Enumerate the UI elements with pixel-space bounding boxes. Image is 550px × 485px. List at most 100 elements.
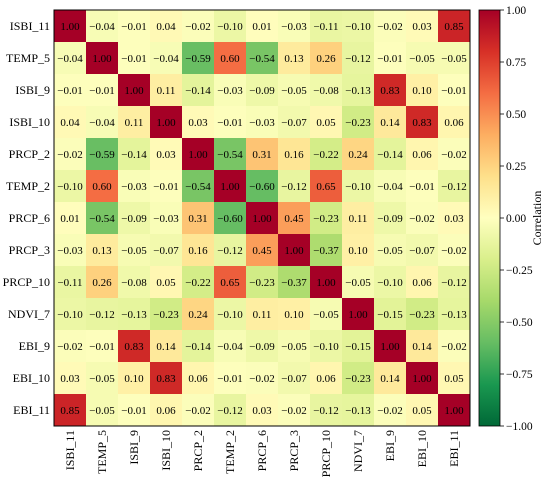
cell-prcp-10-isbi-10: [150, 266, 183, 299]
colorbar-tick-label: 1.00: [506, 5, 526, 17]
cell-prcp-2-isbi-11: [54, 138, 87, 171]
cell-prcp-10-isbi-11: [54, 266, 87, 299]
cell-prcp-3-ebi-11: [438, 234, 471, 267]
cell-isbi-9-ebi-10: [406, 74, 439, 107]
cell-label-isbi-9-prcp-2: −0.14: [185, 85, 211, 97]
cell-ebi-10-ebi-9: [374, 362, 407, 395]
cell-ebi-10-ndvi-7: [342, 362, 375, 395]
cell-isbi-9-prcp-3: [278, 74, 311, 107]
cell-ndvi-7-ebi-11: [438, 298, 471, 331]
cell-ebi-9-prcp-6: [246, 330, 279, 363]
row-label-ebi-11: EBI_11: [13, 403, 50, 417]
cell-label-ebi-11-ebi-11: 1.00: [444, 405, 464, 417]
cell-label-ebi-10-prcp-2: 0.06: [188, 373, 208, 385]
cell-ebi-11-prcp-10: [310, 394, 343, 427]
cell-label-ebi-11-ebi-9: −0.02: [377, 405, 402, 417]
cell-prcp-6-ebi-10: [406, 202, 439, 235]
column-label-prcp-10: PRCP_10: [319, 430, 333, 477]
cell-label-prcp-3-isbi-9: −0.05: [121, 245, 147, 257]
cell-isbi-10-prcp-6: [246, 106, 279, 139]
cell-temp-2-ebi-10: [406, 170, 439, 203]
cell-label-prcp-10-prcp-3: −0.37: [281, 277, 307, 289]
cell-label-prcp-10-prcp-6: −0.23: [249, 277, 275, 289]
cell-label-temp-5-temp-5: 1.00: [92, 53, 112, 65]
cell-label-prcp-10-ebi-11: −0.12: [441, 277, 466, 289]
cell-temp-2-prcp-2: [182, 170, 215, 203]
cell-label-isbi-11-ebi-9: −0.02: [377, 21, 402, 33]
cell-label-ebi-11-prcp-10: −0.12: [313, 405, 338, 417]
cell-label-isbi-10-isbi-11: 0.04: [60, 117, 80, 129]
cell-ebi-11-ebi-9: [374, 394, 407, 427]
cell-ebi-11-prcp-3: [278, 394, 311, 427]
cell-ebi-10-isbi-10: [150, 362, 183, 395]
cell-prcp-2-prcp-6: [246, 138, 279, 171]
cell-temp-2-temp-5: [86, 170, 119, 203]
cell-label-temp-2-ebi-11: −0.12: [441, 181, 466, 193]
cell-label-ebi-10-isbi-10: 0.83: [156, 373, 176, 385]
colorbar-label: Correlation: [530, 191, 544, 246]
cell-ndvi-7-prcp-3: [278, 298, 311, 331]
cell-ebi-11-prcp-6: [246, 394, 279, 427]
cell-prcp-6-isbi-9: [118, 202, 151, 235]
cell-prcp-6-prcp-10: [310, 202, 343, 235]
cell-ebi-11-isbi-11: [54, 394, 87, 427]
cell-isbi-9-ndvi-7: [342, 74, 375, 107]
cell-ebi-11-temp-2: [214, 394, 247, 427]
column-label-prcp-2: PRCP_2: [191, 430, 205, 471]
cell-label-prcp-3-ebi-10: −0.07: [409, 245, 435, 257]
cell-temp-2-prcp-6: [246, 170, 279, 203]
cell-label-isbi-11-isbi-10: 0.04: [156, 21, 176, 33]
cell-temp-5-prcp-10: [310, 42, 343, 75]
cell-label-ndvi-7-isbi-10: −0.23: [153, 309, 179, 321]
cell-isbi-9-isbi-10: [150, 74, 183, 107]
row-label-prcp-10: PRCP_10: [3, 275, 50, 289]
cell-temp-2-ndvi-7: [342, 170, 375, 203]
cell-label-prcp-6-prcp-2: 0.31: [188, 213, 207, 225]
cell-label-temp-2-isbi-9: −0.03: [121, 181, 147, 193]
cell-label-ebi-10-ndvi-7: −0.23: [345, 373, 371, 385]
column-label-isbi-11: ISBI_11: [63, 430, 77, 470]
cell-label-prcp-10-ndvi-7: −0.05: [345, 277, 371, 289]
cell-ndvi-7-isbi-11: [54, 298, 87, 331]
cell-prcp-6-ndvi-7: [342, 202, 375, 235]
colorbar-tick-label: −0.25: [506, 265, 533, 277]
cell-label-temp-5-ndvi-7: −0.12: [345, 53, 370, 65]
cell-label-isbi-9-ebi-9: 0.83: [380, 85, 400, 97]
cell-prcp-6-prcp-2: [182, 202, 215, 235]
cell-prcp-10-prcp-10: [310, 266, 343, 299]
row-label-ndvi-7: NDVI_7: [8, 307, 50, 321]
column-label-ebi-10: EBI_10: [415, 430, 429, 467]
cell-temp-2-prcp-10: [310, 170, 343, 203]
cell-prcp-10-prcp-2: [182, 266, 215, 299]
cell-label-isbi-9-temp-2: −0.03: [217, 85, 243, 97]
cell-temp-5-prcp-3: [278, 42, 311, 75]
cell-temp-2-isbi-10: [150, 170, 183, 203]
cell-temp-5-prcp-6: [246, 42, 279, 75]
cell-label-temp-2-temp-5: 0.60: [92, 181, 112, 193]
cell-temp-5-ndvi-7: [342, 42, 375, 75]
cell-label-ebi-10-ebi-11: 0.05: [444, 373, 464, 385]
cell-temp-2-prcp-3: [278, 170, 311, 203]
cell-label-isbi-9-prcp-3: −0.05: [281, 85, 307, 97]
cell-label-ndvi-7-ebi-11: −0.13: [441, 309, 467, 321]
cell-prcp-3-prcp-6: [246, 234, 279, 267]
cell-label-ebi-9-isbi-11: −0.02: [57, 341, 82, 353]
cell-isbi-9-temp-2: [214, 74, 247, 107]
cell-label-isbi-11-prcp-10: −0.11: [313, 21, 338, 33]
cell-temp-5-isbi-10: [150, 42, 183, 75]
cell-label-ebi-10-ebi-10: 1.00: [412, 373, 432, 385]
cell-label-isbi-10-ndvi-7: −0.23: [345, 117, 371, 129]
cell-isbi-10-temp-2: [214, 106, 247, 139]
cell-isbi-9-ebi-11: [438, 74, 471, 107]
cell-label-isbi-9-isbi-11: −0.01: [57, 85, 82, 97]
cell-ebi-10-isbi-11: [54, 362, 87, 395]
cell-label-prcp-2-isbi-9: −0.14: [121, 149, 147, 161]
cell-label-isbi-9-ebi-10: 0.10: [412, 85, 432, 97]
cell-ebi-9-ebi-10: [406, 330, 439, 363]
column-labels: ISBI_11 TEMP_5 ISBI_9 ISBI_10 PRCP_2 TEMP_2 PR…: [63, 430, 461, 477]
cell-label-temp-5-isbi-11: −0.04: [57, 53, 83, 65]
cell-prcp-2-isbi-9: [118, 138, 151, 171]
cell-label-ebi-10-ebi-9: 0.14: [380, 373, 400, 385]
cell-isbi-9-prcp-6: [246, 74, 279, 107]
